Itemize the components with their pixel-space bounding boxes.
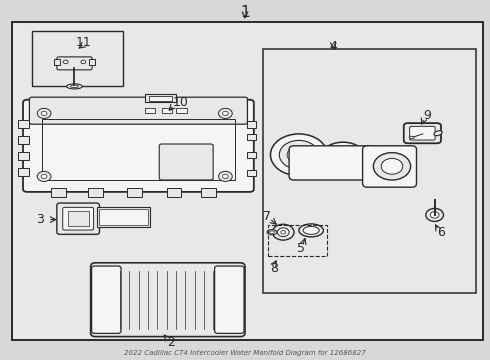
Bar (145, 108, 155, 113)
Circle shape (63, 60, 68, 64)
Bar (18, 136, 29, 144)
Text: 2022 Cadillac CT4 Intercooler Water Manifold Diagram for 12686827: 2022 Cadillac CT4 Intercooler Water Mani… (124, 350, 366, 356)
Bar (32, 31, 122, 86)
Ellipse shape (409, 136, 414, 139)
Bar (247, 152, 256, 158)
Circle shape (373, 153, 411, 180)
Bar (68, 211, 89, 226)
FancyBboxPatch shape (363, 146, 416, 187)
Bar (176, 108, 187, 113)
Bar (145, 94, 176, 102)
Bar (149, 96, 171, 101)
Bar (89, 59, 95, 65)
Text: 10: 10 (172, 96, 188, 109)
Circle shape (277, 228, 289, 237)
Bar (263, 49, 476, 293)
Circle shape (41, 174, 47, 179)
FancyBboxPatch shape (92, 266, 121, 333)
Circle shape (287, 146, 311, 163)
FancyBboxPatch shape (91, 263, 245, 337)
Circle shape (327, 148, 359, 172)
Bar (51, 188, 66, 197)
Bar (18, 168, 29, 176)
Bar (167, 188, 181, 197)
Circle shape (426, 208, 443, 221)
Text: 3: 3 (36, 213, 44, 226)
Circle shape (334, 154, 352, 167)
FancyBboxPatch shape (57, 203, 99, 234)
FancyBboxPatch shape (63, 207, 94, 230)
Text: 1: 1 (240, 5, 250, 20)
Text: 7: 7 (263, 210, 271, 222)
Ellipse shape (67, 84, 82, 89)
Text: 6: 6 (437, 226, 445, 239)
Ellipse shape (270, 231, 274, 234)
Bar (54, 59, 60, 65)
Circle shape (272, 224, 294, 240)
FancyBboxPatch shape (57, 57, 92, 70)
Ellipse shape (71, 85, 78, 88)
Circle shape (279, 140, 318, 169)
Bar (247, 134, 256, 140)
Text: 9: 9 (423, 109, 431, 122)
FancyBboxPatch shape (289, 146, 375, 180)
Text: 8: 8 (270, 262, 278, 275)
FancyBboxPatch shape (215, 266, 244, 333)
Circle shape (219, 108, 232, 118)
Text: 2: 2 (168, 336, 175, 349)
Bar (18, 120, 29, 128)
Ellipse shape (299, 224, 323, 237)
Ellipse shape (434, 131, 442, 136)
Text: 5: 5 (297, 242, 305, 255)
FancyBboxPatch shape (23, 100, 254, 192)
Bar (162, 108, 172, 113)
Bar (268, 225, 327, 256)
Bar (88, 188, 103, 197)
Bar (247, 121, 256, 128)
Bar (18, 152, 29, 160)
Circle shape (222, 111, 228, 116)
Circle shape (222, 174, 228, 179)
FancyBboxPatch shape (410, 126, 435, 140)
FancyBboxPatch shape (404, 123, 441, 143)
Circle shape (318, 142, 368, 178)
Bar (12, 22, 483, 340)
Circle shape (37, 108, 51, 118)
Circle shape (381, 158, 403, 174)
Circle shape (270, 134, 327, 176)
Circle shape (81, 60, 86, 64)
Circle shape (219, 171, 232, 181)
Circle shape (430, 212, 439, 218)
FancyBboxPatch shape (159, 144, 213, 180)
Text: 11: 11 (75, 36, 91, 49)
Text: 4: 4 (329, 40, 337, 53)
Bar (99, 209, 148, 225)
Bar (42, 119, 235, 180)
Bar (201, 188, 216, 197)
Circle shape (281, 230, 286, 234)
Circle shape (41, 111, 47, 116)
Circle shape (37, 171, 51, 181)
Ellipse shape (303, 226, 319, 234)
Bar (127, 188, 142, 197)
FancyBboxPatch shape (29, 97, 247, 124)
Ellipse shape (267, 230, 277, 235)
Bar (247, 170, 256, 176)
Bar (97, 207, 150, 227)
